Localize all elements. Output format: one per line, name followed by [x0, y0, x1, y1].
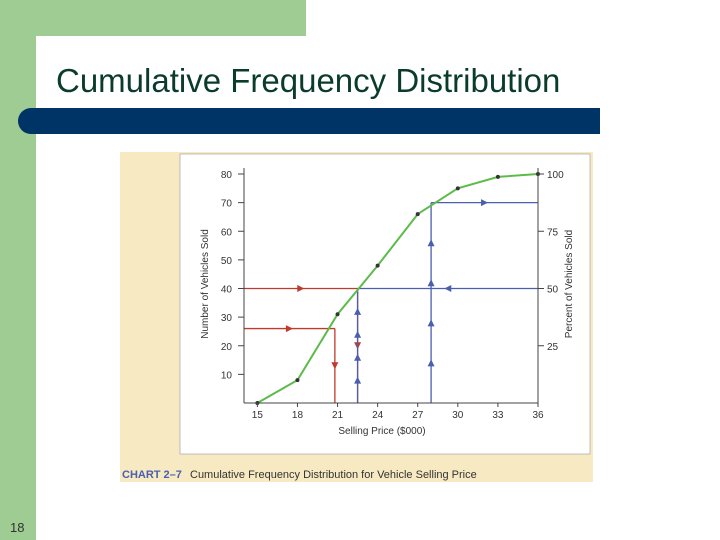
y-right-tick-label: 25 [547, 342, 559, 353]
data-point [335, 312, 340, 317]
x-tick-label: 18 [292, 410, 304, 421]
x-tick-label: 15 [252, 410, 264, 421]
cumulative-frequency-chart: 15 18 21 24 27 30 33 36 10 20 30 40 50 60 70 80 25 50 75 10… [120, 152, 593, 482]
guide-arrow [427, 359, 435, 367]
data-point [495, 174, 500, 179]
y-axis-title: Number of Vehicles Sold [200, 229, 211, 339]
guide-arrow [354, 376, 362, 384]
y-tick-label: 40 [221, 285, 233, 296]
y-tick-label: 70 [221, 199, 233, 210]
chart-caption: Cumulative Frequency Distribution for Ve… [190, 469, 477, 481]
y-tick-label: 10 [221, 370, 233, 381]
y-right-tick-label: 100 [547, 170, 564, 181]
y-tick-label: 20 [221, 342, 233, 353]
x-tick-label: 30 [452, 410, 464, 421]
guide-arrow [331, 362, 339, 370]
cumulative-frequency-line [256, 173, 539, 404]
plot-area [179, 153, 591, 455]
data-point [295, 378, 300, 383]
top-accent [0, 0, 306, 36]
guide-arrow [427, 319, 435, 327]
chart-caption-label: CHART 2–7 [122, 469, 182, 481]
y-right-axis-title: Percent of Vehicles Sold [564, 230, 575, 338]
x-tick-label: 27 [412, 410, 424, 421]
x-tick-label: 36 [532, 410, 544, 421]
x-tick-label: 21 [332, 410, 344, 421]
slide-number: 18 [10, 520, 25, 535]
sidebar-accent [0, 0, 36, 540]
x-tick-label: 33 [492, 410, 504, 421]
guide-arrow [481, 199, 489, 207]
chart-figure: 15 18 21 24 27 30 33 36 10 20 30 40 50 60 70 80 25 50 75 10… [120, 152, 593, 482]
guide-arrow [285, 325, 293, 333]
guide-arrow [427, 239, 435, 247]
data-point [455, 186, 460, 191]
x-axis-title: Selling Price ($000) [338, 426, 425, 437]
data-point [375, 263, 380, 268]
guide-arrow [297, 285, 305, 292]
y-right-tick-label: 50 [547, 285, 559, 296]
guide-arrow [354, 330, 362, 338]
guide-arrow [444, 285, 452, 292]
guide-arrow [354, 307, 362, 315]
y-tick-label: 80 [221, 170, 233, 181]
y-tick-label: 60 [221, 227, 233, 238]
y-tick-label: 50 [221, 256, 233, 267]
data-point [415, 212, 420, 217]
x-tick-label: 24 [372, 410, 384, 421]
y-right-tick-label: 75 [547, 227, 559, 238]
slide-title: Cumulative Frequency Distribution [56, 62, 561, 99]
y-tick-label: 30 [221, 313, 233, 324]
title-underline-bar [18, 108, 600, 134]
guide-arrow [427, 279, 435, 287]
guide-arrow [354, 353, 362, 361]
